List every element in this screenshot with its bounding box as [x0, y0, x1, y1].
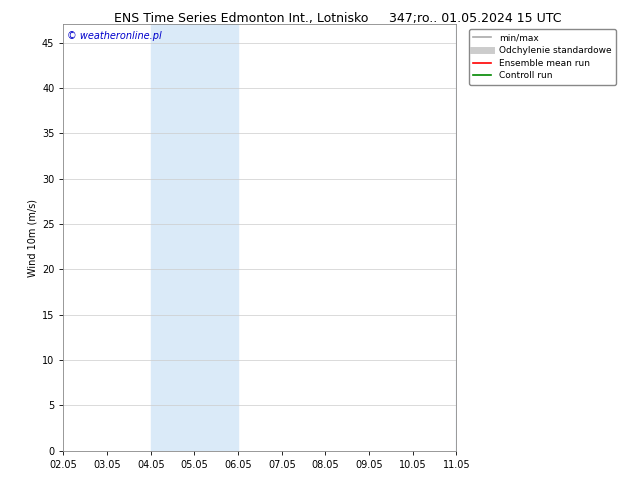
Text: 347;ro.. 01.05.2024 15 UTC: 347;ro.. 01.05.2024 15 UTC: [389, 12, 562, 25]
Y-axis label: Wind 10m (m/s): Wind 10m (m/s): [28, 198, 37, 277]
Text: © weatheronline.pl: © weatheronline.pl: [67, 31, 162, 41]
Legend: min/max, Odchylenie standardowe, Ensemble mean run, Controll run: min/max, Odchylenie standardowe, Ensembl…: [469, 29, 616, 85]
Bar: [151, 24, 238, 451]
Text: ENS Time Series Edmonton Int., Lotnisko: ENS Time Series Edmonton Int., Lotnisko: [113, 12, 368, 25]
Bar: [456, 24, 500, 451]
